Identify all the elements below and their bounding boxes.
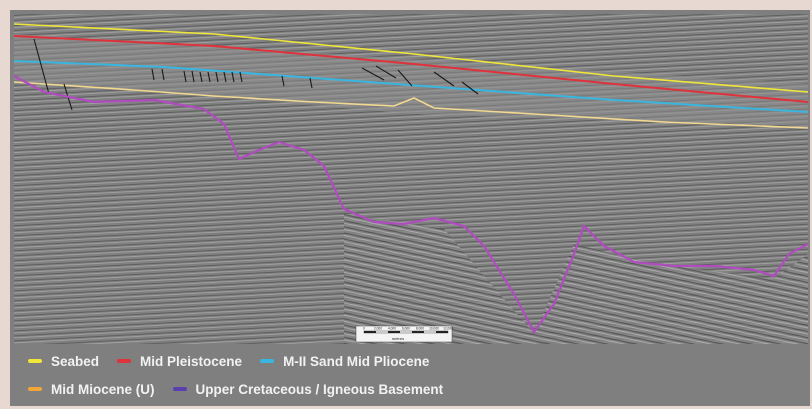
legend-label: M-II Sand Mid Pliocene	[283, 353, 430, 369]
legend-label: Upper Cretaceous / Igneous Basement	[195, 381, 444, 397]
line-swatch-icon	[172, 387, 187, 391]
scale-bar-tick-label: 6,000	[402, 327, 410, 331]
legend: Seabed Mid Pleistocene M-II Sand Mid Pli…	[20, 346, 810, 406]
mid-pleistocene-horizon	[14, 35, 808, 103]
legend-item-seabed: Seabed	[28, 354, 99, 369]
legend-item-mid-miocene: Mid Miocene (U)	[28, 382, 155, 397]
legend-label: Mid Miocene (U)	[51, 381, 155, 397]
mid-miocene-horizon	[14, 81, 808, 129]
scale-bar-tick-label: 4,000	[388, 327, 396, 331]
scale-bar-tick-label: 0	[363, 327, 365, 331]
line-swatch-icon	[260, 359, 275, 363]
line-swatch-icon	[28, 359, 42, 363]
scale-bar-tick-label: 8,000	[416, 327, 424, 331]
seabed-horizon	[14, 23, 808, 93]
scale-bar-tick-label: 12,000	[443, 327, 453, 331]
legend-row-1: Seabed Mid Pleistocene M-II Sand Mid Pli…	[28, 350, 447, 372]
line-swatch-icon	[28, 387, 42, 391]
upper-sediment-zone	[14, 34, 808, 126]
fault-lines	[33, 38, 479, 111]
scale-bar-tick-label: 10,000	[429, 327, 439, 331]
legend-label: Seabed	[51, 353, 100, 369]
legend-label: Mid Pleistocene	[140, 353, 243, 369]
scale-bar-unit: metres	[392, 336, 404, 341]
legend-item-mid-pleistocene: Mid Pleistocene	[117, 354, 242, 369]
figure-frame: metres 0 2,000 4,000 6,000 8,000 10,000 12,000…	[10, 10, 810, 406]
scale-bar: metres	[355, 325, 453, 343]
legend-item-upper-cretaceous: Upper Cretaceous / Igneous Basement	[172, 381, 444, 397]
scale-bar-tick-label: 2,000	[374, 327, 382, 331]
deformed-basement-zone	[344, 214, 808, 344]
legend-row-2: Mid Miocene (U) Upper Cretaceous / Igneo…	[28, 378, 461, 400]
legend-item-m-ii-sand: M-II Sand Mid Pliocene	[260, 354, 429, 369]
upper-cretaceous-igneous-basement-horizon	[14, 75, 808, 335]
m-ii-sand-mid-pliocene-horizon	[14, 60, 808, 113]
line-swatch-icon	[117, 359, 132, 363]
seismic-section: metres 0 2,000 4,000 6,000 8,000 10,000 12,000	[14, 14, 808, 344]
